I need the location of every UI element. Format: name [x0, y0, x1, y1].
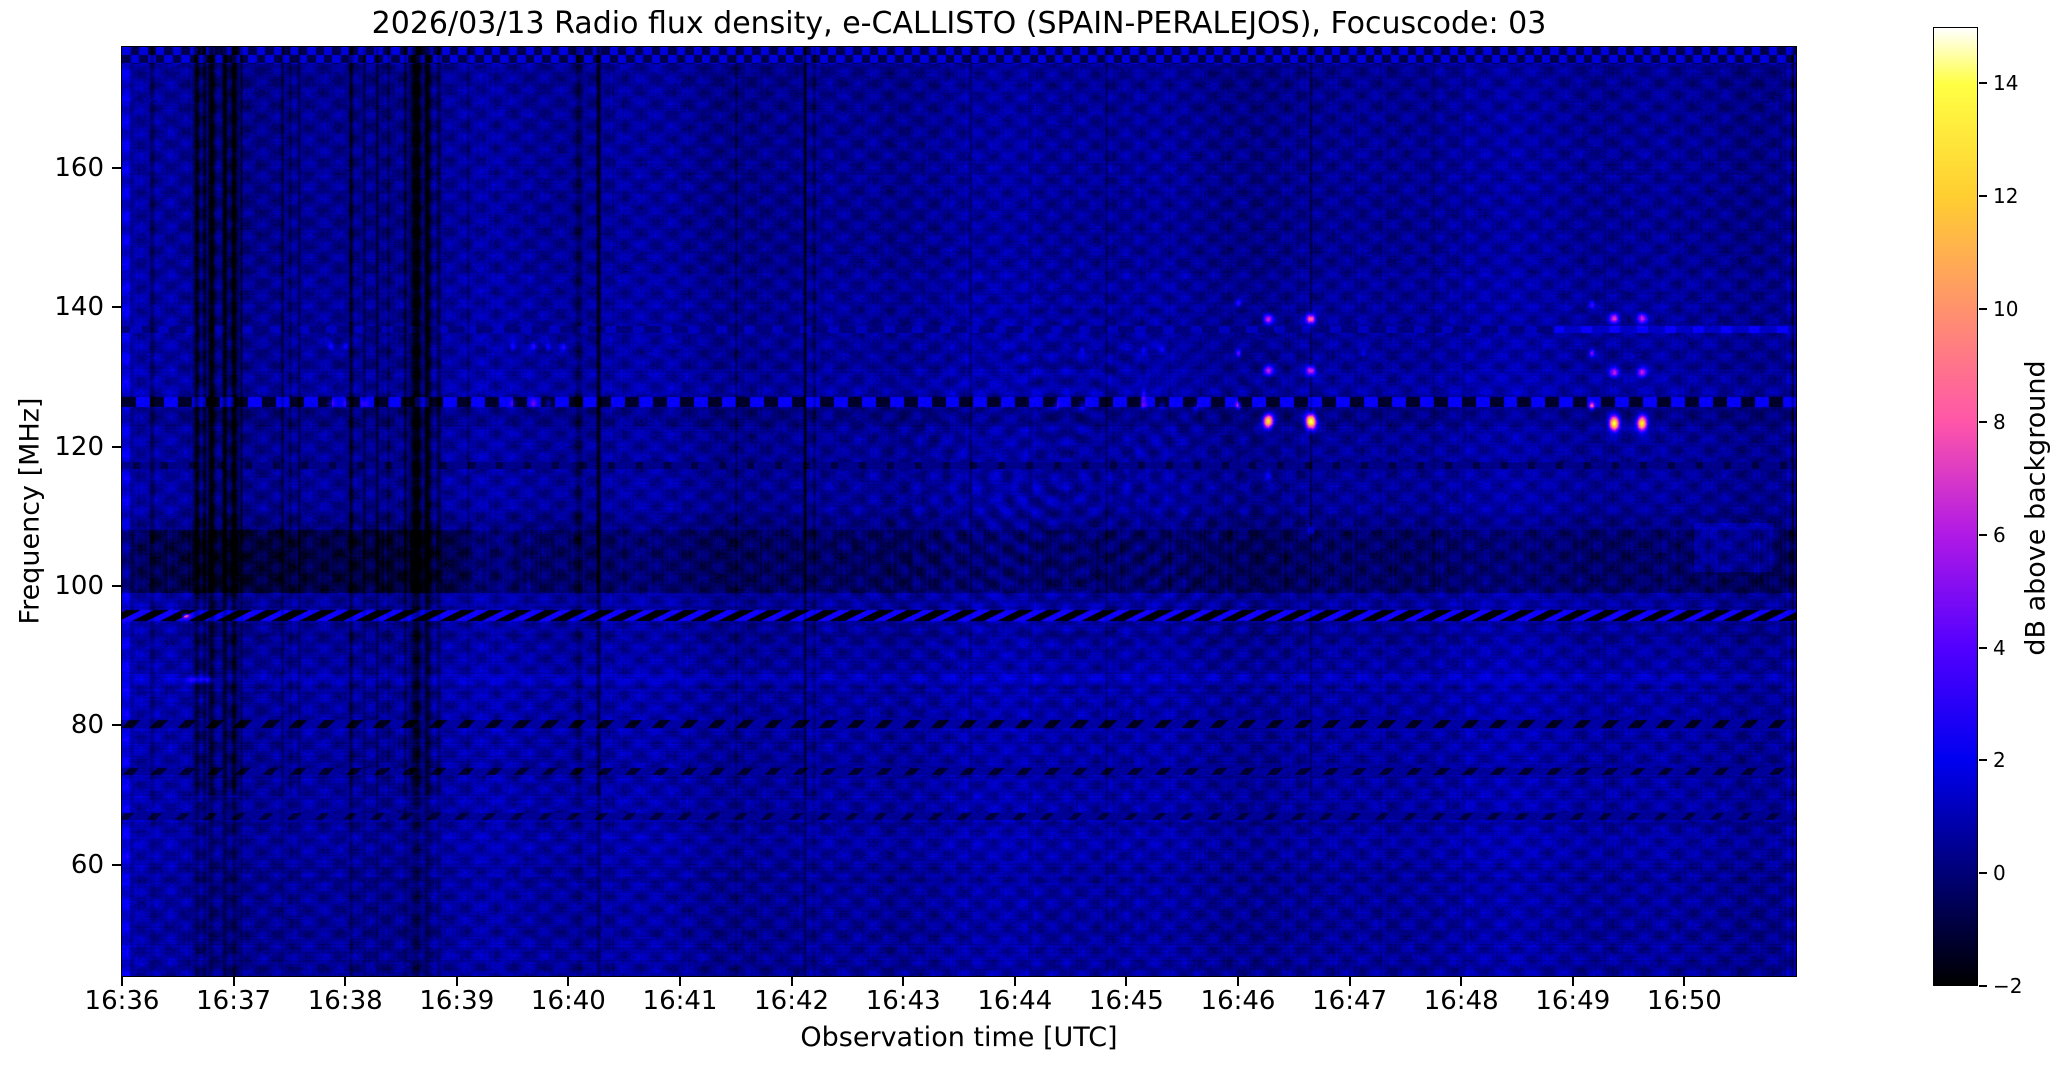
- spectrogram-canvas: [121, 46, 1796, 976]
- colorbar-tick-mark: [1979, 82, 1987, 85]
- x-axis-label: Observation time [UTC]: [800, 1022, 1118, 1053]
- y-tick-mark: [112, 724, 121, 727]
- colorbar: [1933, 27, 1978, 986]
- y-tick-label: 140: [54, 292, 104, 323]
- x-tick-label: 16:40: [530, 986, 606, 1016]
- x-tick-mark: [1683, 977, 1686, 986]
- x-tick-label: 16:41: [642, 986, 718, 1016]
- colorbar-tick-mark: [1979, 195, 1987, 198]
- colorbar-tick-label: −2: [1993, 974, 2023, 998]
- x-tick-label: 16:44: [977, 986, 1053, 1016]
- x-tick-label: 16:38: [307, 986, 383, 1016]
- x-tick-mark: [344, 977, 347, 986]
- x-tick-mark: [1460, 977, 1463, 986]
- y-tick-mark: [112, 306, 121, 309]
- colorbar-tick-mark: [1979, 533, 1987, 536]
- colorbar-tick-mark: [1979, 308, 1987, 311]
- x-tick-mark: [567, 977, 570, 986]
- colorbar-tick-mark: [1979, 420, 1987, 423]
- y-tick-label: 60: [70, 849, 104, 880]
- x-tick-mark: [121, 977, 123, 986]
- colorbar-tick-mark: [1979, 985, 1987, 987]
- x-tick-label: 16:50: [1646, 986, 1722, 1016]
- colorbar-tick-label: 4: [1993, 635, 2006, 660]
- y-tick-label: 160: [54, 153, 104, 184]
- x-tick-label: 16:46: [1200, 986, 1276, 1016]
- colorbar-label: dB above background: [2020, 360, 2052, 656]
- y-axis-label: Frequency [MHz]: [14, 397, 46, 625]
- x-tick-mark: [1125, 977, 1128, 986]
- x-tick-mark: [790, 977, 793, 986]
- x-tick-label: 16:37: [196, 986, 272, 1016]
- y-tick-mark: [112, 585, 121, 587]
- x-tick-label: 16:42: [754, 986, 830, 1016]
- y-tick-mark: [112, 445, 121, 448]
- x-tick-mark: [1348, 977, 1351, 986]
- plot-title: 2026/03/13 Radio flux density, e-CALLIST…: [371, 6, 1547, 41]
- x-tick-mark: [1571, 977, 1574, 986]
- x-tick-label: 16:48: [1423, 986, 1499, 1016]
- x-tick-label: 16:49: [1535, 986, 1611, 1016]
- colorbar-tick-label: 2: [1993, 748, 2006, 773]
- x-tick-mark: [902, 977, 905, 986]
- colorbar-tick-label: 10: [1993, 297, 2019, 322]
- x-tick-mark: [1013, 977, 1016, 986]
- x-tick-label: 16:45: [1088, 986, 1164, 1016]
- x-tick-mark: [679, 977, 681, 986]
- x-tick-label: 16:36: [84, 986, 160, 1016]
- y-tick-label: 80: [70, 710, 104, 741]
- colorbar-tick-mark: [1979, 872, 1987, 875]
- colorbar-tick-label: 6: [1993, 522, 2006, 547]
- plot-area: [120, 45, 1797, 977]
- y-tick-label: 120: [54, 431, 104, 462]
- colorbar-tick-label: 12: [1993, 184, 2019, 209]
- x-tick-mark: [455, 977, 458, 986]
- y-tick-mark: [112, 863, 121, 866]
- x-tick-mark: [232, 977, 235, 986]
- colorbar-tick-mark: [1979, 759, 1987, 762]
- x-tick-mark: [1237, 977, 1239, 986]
- colorbar-tick-mark: [1979, 646, 1987, 649]
- colorbar-tick-label: 8: [1993, 409, 2006, 434]
- y-tick-mark: [112, 167, 121, 170]
- colorbar-tick-label: 14: [1993, 71, 2019, 96]
- x-tick-label: 16:39: [419, 986, 495, 1016]
- x-tick-label: 16:43: [865, 986, 941, 1016]
- x-tick-label: 16:47: [1312, 986, 1388, 1016]
- y-tick-label: 100: [54, 571, 104, 601]
- colorbar-tick-label: 0: [1993, 861, 2006, 886]
